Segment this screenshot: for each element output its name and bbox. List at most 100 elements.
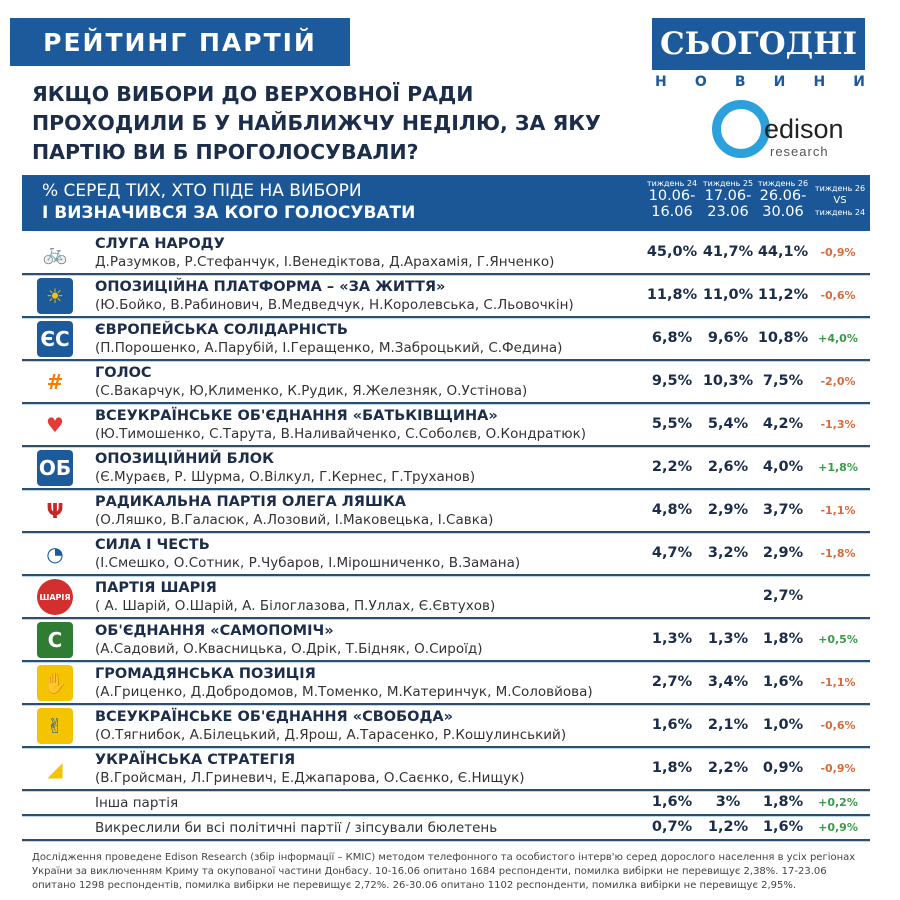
vs-top: тиждень 26 <box>814 184 866 193</box>
change-value: -1,8% <box>820 547 856 560</box>
logo-letter: О <box>694 74 707 90</box>
rating-value: 6,8% <box>651 330 693 346</box>
rating-value: 5,5% <box>651 416 693 432</box>
rating-value: 1,8% <box>651 760 693 776</box>
column-week-24: тиждень 24 10.06- 16.06 <box>644 179 700 220</box>
table-row: ШАРІЯ ПАРТІЯ ШАРІЯ ( А. Шарій, О.Шарій, А.… <box>22 576 870 619</box>
change-value: -0,6% <box>820 289 856 302</box>
party-name: ВСЕУКРАЇНСЬКЕ ОБ'ЄДНАННЯ «БАТЬКІВЩИНА» <box>95 408 498 424</box>
rating-value: 2,9% <box>707 502 749 518</box>
rating-value: 1,2% <box>707 819 749 835</box>
change-value: -0,9% <box>820 246 856 259</box>
rating-value: 2,2% <box>651 459 693 475</box>
change-value: +0,9% <box>818 821 858 834</box>
party-name: Інша партія <box>95 795 179 811</box>
party-name: РАДИКАЛЬНА ПАРТІЯ ОЛЕГА ЛЯШКА <box>95 494 406 510</box>
column-week-25: тиждень 25 17.06- 23.06 <box>700 179 756 220</box>
party-members: (О.Ляшко, В.Галасюк, А.Лозовий, І.Макове… <box>95 512 494 528</box>
party-name: СИЛА І ЧЕСТЬ <box>95 537 210 553</box>
rating-value: 3% <box>715 794 741 810</box>
rating-value: 7,5% <box>762 373 804 389</box>
rating-value: 2,7% <box>762 588 804 604</box>
rating-value: 3,7% <box>762 502 804 518</box>
rating-value: 1,6% <box>651 794 693 810</box>
logo-letter: И <box>773 74 786 90</box>
rating-value: 2,7% <box>651 674 693 690</box>
change-value: -1,1% <box>820 504 856 517</box>
strategy-logo-icon: ◢ <box>47 757 63 781</box>
rating-value: 10,3% <box>702 373 754 389</box>
rating-value: 45,0% <box>646 244 698 260</box>
change-value: -1,1% <box>820 676 856 689</box>
table-row: ☀ ОПОЗИЦІЙНА ПЛАТФОРМА – «ЗА ЖИТТЯ» (Ю.Бой… <box>22 275 870 318</box>
party-members: (А.Гриценко, Д.Добродомов, М.Томенко, М.… <box>95 684 593 700</box>
rating-value: 3,2% <box>707 545 749 561</box>
rating-value: 1,8% <box>762 631 804 647</box>
sila-logo-icon: ◔ <box>46 542 64 566</box>
table-row: ✌ ВСЕУКРАЇНСЬКЕ ОБ'ЄДНАННЯ «СВОБОДА» (О.Тя… <box>22 705 870 748</box>
rating-value: 2,9% <box>762 545 804 561</box>
hand-icon: ✋ <box>37 665 73 701</box>
change-value: +4,0% <box>818 332 858 345</box>
rating-value: 4,8% <box>651 502 693 518</box>
rating-value: 0,7% <box>651 819 693 835</box>
logo-letter: Н <box>655 74 667 90</box>
rating-value: 1,3% <box>651 631 693 647</box>
party-name: ВСЕУКРАЇНСЬКЕ ОБ'ЄДНАННЯ «СВОБОДА» <box>95 709 453 725</box>
rating-value: 2,1% <box>707 717 749 733</box>
party-members: (Ю.Бойко, В.Рабинович, В.Медведчук, Н.Ко… <box>95 297 574 313</box>
logo-letter: В <box>734 74 746 90</box>
samopomich-logo-icon: С <box>37 622 73 658</box>
vs-bottom: тиждень 24 <box>814 208 866 217</box>
table-row: Інша партія 1,6% 3% 1,8% +0,2% <box>22 791 870 816</box>
party-name: Викреслили би всі політичні партії / зіп… <box>95 820 498 836</box>
party-members: (Ю.Тимошенко, С.Тарута, В.Наливайченко, … <box>95 426 587 442</box>
date-to: 16.06 <box>651 204 693 220</box>
table-row: ◔ СИЛА І ЧЕСТЬ (І.Смешко, О.Сотник, Р.Чуба… <box>22 533 870 576</box>
table-row: ◢ УКРАЇНСЬКА СТРАТЕГІЯ (В.Гройсман, Л.Грин… <box>22 748 870 791</box>
heart-icon: ♥ <box>46 413 64 437</box>
change-value: +1,8% <box>818 461 858 474</box>
rating-value: 11,2% <box>757 287 809 303</box>
page-banner: РЕЙТИНГ ПАРТІЙ <box>10 18 350 66</box>
pitchfork-icon: Ψ <box>46 499 64 523</box>
party-members: (В.Гройсман, Л.Гриневич, Е.Джапарова, О.… <box>95 770 525 786</box>
change-value: +0,5% <box>818 633 858 646</box>
rating-value: 11,8% <box>646 287 698 303</box>
rating-value: 9,5% <box>651 373 693 389</box>
vs-label: VS <box>833 195 847 206</box>
rating-value: 1,6% <box>762 674 804 690</box>
change-value: +0,2% <box>818 796 858 809</box>
party-name: СЛУГА НАРОДУ <box>95 236 225 252</box>
table-header: % СЕРЕД ТИХ, ХТО ПІДЕ НА ВИБОРИ І ВИЗНАЧ… <box>22 175 870 231</box>
holos-logo-icon: # <box>46 370 64 394</box>
week-label: тиждень 25 <box>702 179 754 188</box>
table-row: Ψ РАДИКАЛЬНА ПАРТІЯ ОЛЕГА ЛЯШКА (О.Ляшко, … <box>22 490 870 533</box>
party-name: ЄВРОПЕЙСЬКА СОЛІДАРНІСТЬ <box>95 322 348 338</box>
footnote: Дослідження проведене Edison Research (з… <box>32 852 856 891</box>
rating-value: 4,7% <box>651 545 693 561</box>
table-row: # ГОЛОС (С.Вакарчук, Ю,Клименко, К.Рудик, … <box>22 361 870 404</box>
change-value: -0,9% <box>820 762 856 775</box>
party-name: ГОЛОС <box>95 365 152 381</box>
ratings-table: 🚲 СЛУГА НАРОДУ Д.Разумков, Р.Стефанчук, І.… <box>22 232 870 841</box>
rating-value: 4,0% <box>762 459 804 475</box>
date-from: 26.06- <box>759 188 807 204</box>
party-members: (П.Порошенко, А.Парубій, І.Геращенко, М.… <box>95 340 563 356</box>
party-name: ПАРТІЯ ШАРІЯ <box>95 580 217 596</box>
party-members: (І.Смешко, О.Сотник, Р.Чубаров, І.Мірошн… <box>95 555 521 571</box>
survey-question: ЯКЩО ВИБОРИ ДО ВЕРХОВНОЇ РАДИ ПРОХОДИЛИ … <box>32 82 601 164</box>
week-label: тиждень 24 <box>646 179 698 188</box>
rating-value: 1,6% <box>651 717 693 733</box>
cyclist-icon: 🚲 <box>42 241 68 265</box>
es-logo-icon: ЄС <box>37 321 73 357</box>
rating-value: 2,6% <box>707 459 749 475</box>
table-row: ♥ ВСЕУКРАЇНСЬКЕ ОБ'ЄДНАННЯ «БАТЬКІВЩИНА» (… <box>22 404 870 447</box>
party-members: (А.Садовий, О.Квасницька, О.Дрік, Т.Бідн… <box>95 641 483 657</box>
party-members: ( А. Шарій, О.Шарій, А. Білоглазова, П.У… <box>95 598 496 614</box>
party-members: (О.Тягнибок, А.Білецький, Д.Ярош, А.Тара… <box>95 727 567 743</box>
edison-research-logo: edison research <box>712 100 872 162</box>
party-name: ГРОМАДЯНСЬКА ПОЗИЦІЯ <box>95 666 316 682</box>
change-value: -0,6% <box>820 719 856 732</box>
table-row: ✋ ГРОМАДЯНСЬКА ПОЗИЦІЯ (А.Гриценко, Д.Добр… <box>22 662 870 705</box>
